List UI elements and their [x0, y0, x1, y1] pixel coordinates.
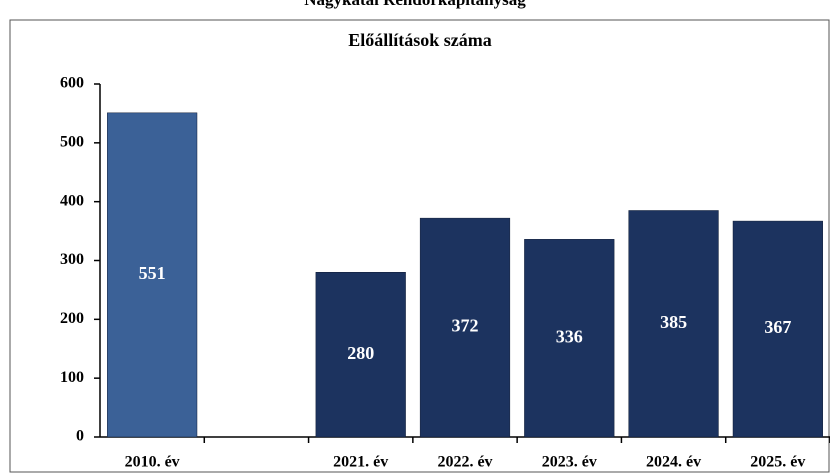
bar: [107, 112, 198, 438]
y-tick-label: 0: [76, 428, 84, 445]
y-tick-label: 100: [60, 369, 84, 386]
y-tick-label: 300: [60, 251, 84, 268]
x-tick-label: 2024. év: [646, 454, 701, 471]
x-tick-label: 2022. év: [437, 454, 492, 471]
bar: [315, 272, 406, 438]
x-tick-label: 2025. év: [750, 454, 805, 471]
chart-title: Előállítások száma: [348, 30, 492, 50]
bar: [628, 210, 719, 438]
y-tick-label: 500: [60, 134, 84, 151]
data-label: 372: [452, 316, 479, 336]
y-tick-label: 200: [60, 310, 84, 327]
bar: [419, 217, 511, 438]
chart-suptitle: Nagykátai Rendőrkapitányság: [304, 0, 526, 9]
bar: [732, 220, 823, 438]
y-tick-label: 600: [60, 75, 84, 92]
data-label: 385: [660, 312, 687, 332]
data-label: 551: [139, 263, 166, 283]
data-label: 336: [556, 326, 583, 346]
data-label: 280: [347, 343, 374, 363]
data-label: 367: [764, 317, 791, 337]
x-tick-label: 2023. év: [542, 454, 597, 471]
x-tick-label: 2010. év: [125, 454, 180, 471]
x-tick-label: 2021. év: [333, 454, 388, 471]
y-tick-label: 400: [60, 192, 84, 209]
bar: [524, 239, 615, 438]
